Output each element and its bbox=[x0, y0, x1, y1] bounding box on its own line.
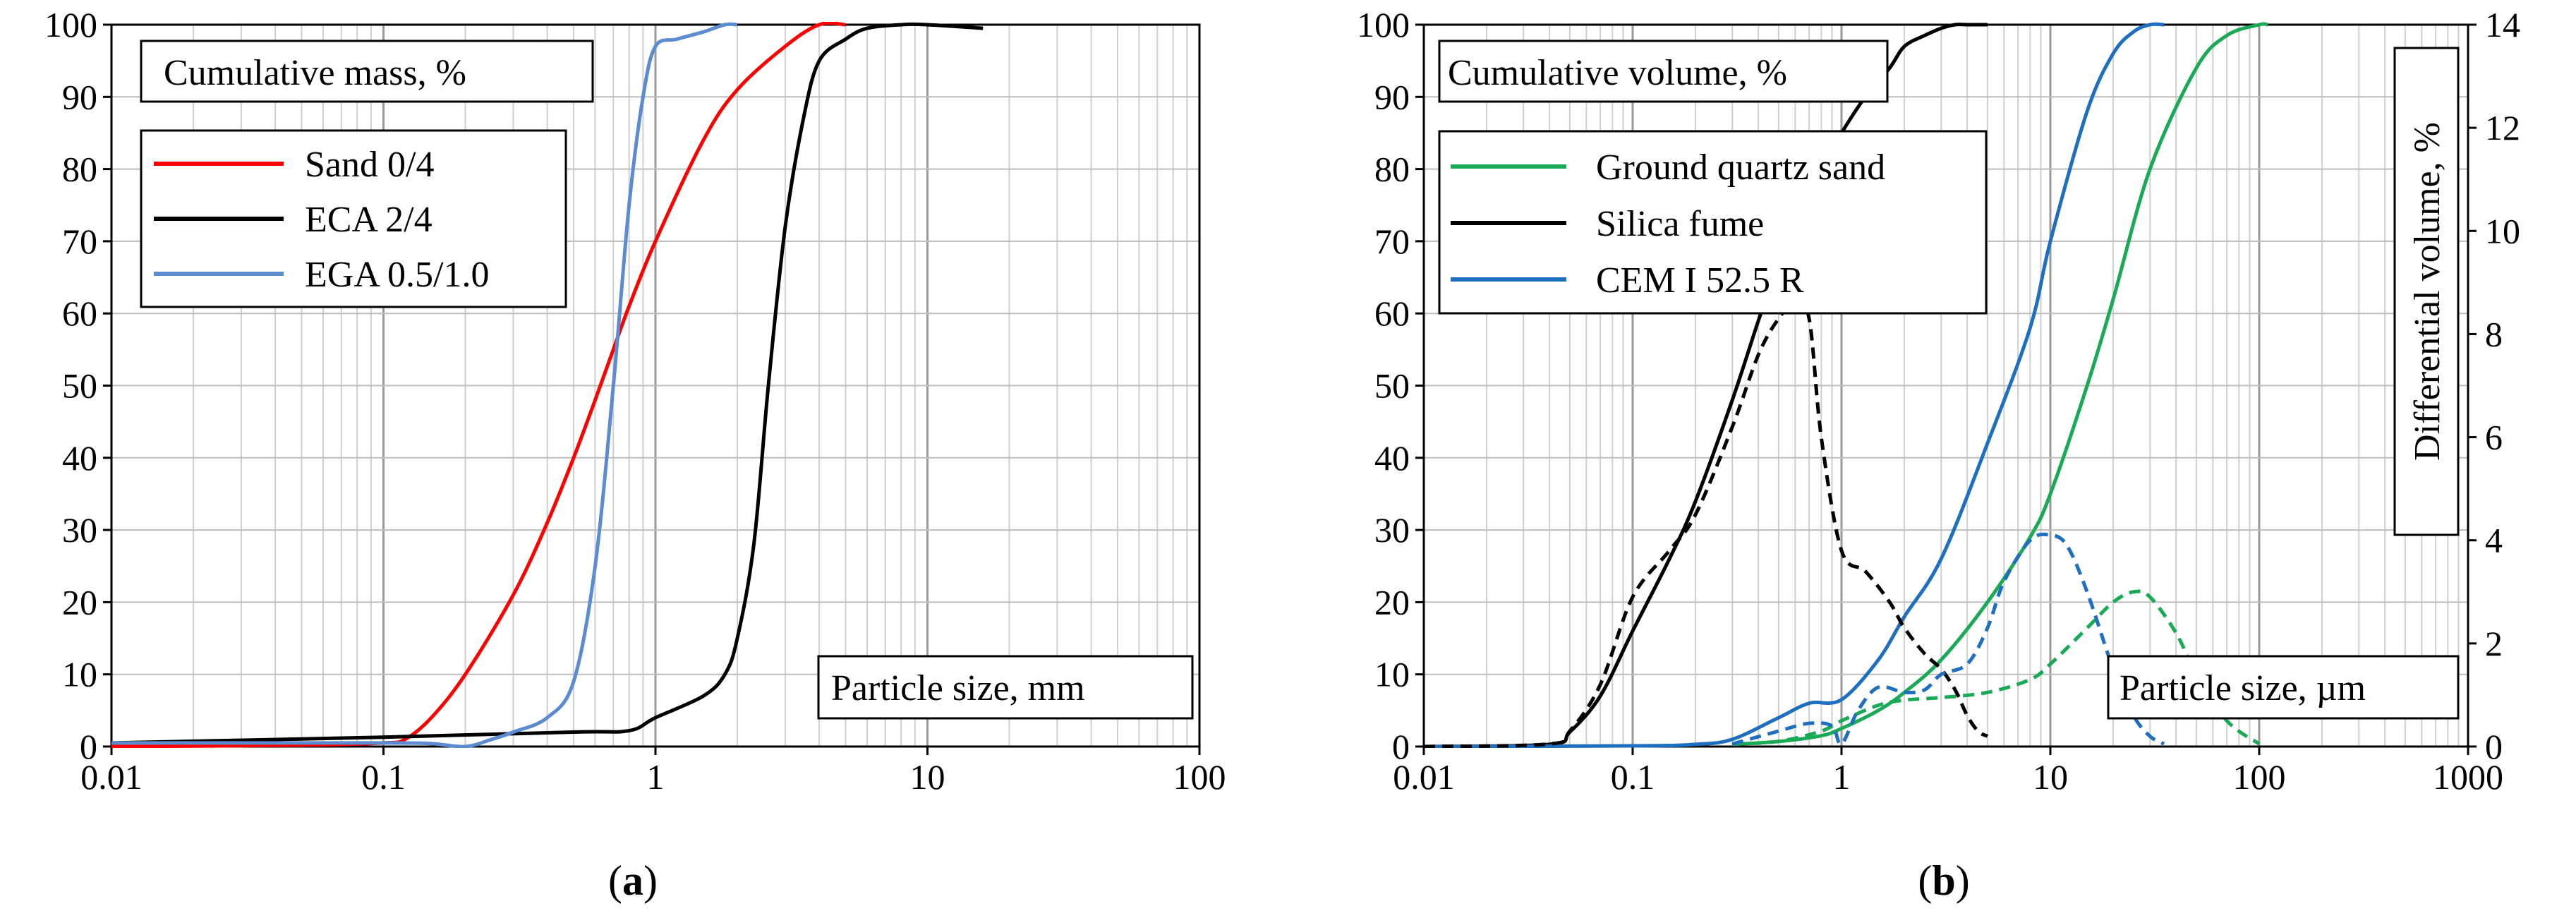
a-y-tick-label: 50 bbox=[62, 366, 97, 406]
a-series-line-2 bbox=[111, 22, 738, 748]
b-legend: Ground quartz sand Silica fume CEM I 52.… bbox=[1438, 130, 1988, 315]
a-legend: Sand 0/4 ECA 2/4 EGA 0.5/1.0 bbox=[140, 129, 567, 308]
b-series-line-3 bbox=[1732, 589, 2261, 746]
a-y-title-box: Cumulative mass, % bbox=[140, 40, 594, 103]
b-y2-tick-label: 8 bbox=[2485, 314, 2503, 354]
b-series-line-2 bbox=[1424, 22, 2165, 748]
a-series-lines bbox=[111, 22, 984, 748]
a-x-tick-label: 0.1 bbox=[361, 757, 406, 797]
b-legend-label-0: Ground quartz sand bbox=[1596, 147, 1885, 188]
b-x-tick-label: 10 bbox=[2033, 757, 2068, 797]
panel-b: 0.01 0.1 1 10 100 100001020304050607080901000… bbox=[1357, 5, 2520, 904]
a-x-tick-label: 1 bbox=[647, 757, 665, 797]
b-y2-tick-label: 12 bbox=[2485, 108, 2520, 147]
b-y-tick-label: 60 bbox=[1374, 294, 1410, 333]
b-caption: (b) bbox=[1918, 857, 1969, 904]
b-y2-tick-label: 10 bbox=[2485, 211, 2520, 250]
a-y-tick-label: 90 bbox=[62, 77, 97, 116]
b-y-tick-label: 100 bbox=[1357, 5, 1410, 44]
b-x-tick-label: 0.01 bbox=[1393, 757, 1455, 797]
b-legend-label-2: CEM I 52.5 R bbox=[1596, 260, 1804, 301]
a-y-title: Cumulative mass, % bbox=[164, 53, 466, 93]
b-series-line-5 bbox=[1731, 532, 2165, 746]
b-y-tick-label: 90 bbox=[1374, 77, 1410, 116]
b-y-tick-label: 50 bbox=[1374, 366, 1410, 406]
a-y-tick-label: 70 bbox=[62, 222, 97, 261]
b-y-tick-label: 30 bbox=[1374, 510, 1410, 550]
b-y-tick-label: 80 bbox=[1374, 150, 1410, 189]
a-caption: (a) bbox=[608, 857, 658, 904]
a-y-tick-label: 0 bbox=[80, 727, 97, 766]
b-x-tick-label: 1000 bbox=[2433, 757, 2503, 797]
a-y-tick-label: 60 bbox=[62, 294, 97, 333]
b-x-title: Particle size, µm bbox=[2120, 668, 2366, 708]
a-x-title-box: Particle size, mm bbox=[817, 655, 1194, 720]
b-tick-labels: 0.01 0.1 1 10 100 100001020304050607080901000… bbox=[1357, 5, 2520, 797]
b-y-tick-label: 10 bbox=[1374, 655, 1410, 694]
a-tick-labels: 0.01 0.1 1 10 100 0 10 20 30 40 50 60 70 80 90 100 bbox=[44, 5, 1226, 797]
b-y-title: Cumulative volume, % bbox=[1448, 53, 1787, 93]
b-y2-tick-label: 0 bbox=[2485, 727, 2503, 766]
b-series-line-4 bbox=[1424, 300, 1989, 748]
a-y-tick-label: 80 bbox=[62, 150, 97, 189]
b-x-tick-label: 100 bbox=[2233, 757, 2286, 797]
b-series-line-0 bbox=[1732, 22, 2268, 747]
a-legend-label-1: ECA 2/4 bbox=[305, 200, 433, 240]
a-y-tick-label: 40 bbox=[62, 438, 97, 478]
b-y2-tick-label: 14 bbox=[2485, 5, 2520, 44]
a-x-tick-label: 100 bbox=[1173, 757, 1226, 797]
b-y2-tick-label: 4 bbox=[2485, 521, 2503, 560]
b-y2-title-box: Differential volume, % bbox=[2393, 47, 2460, 536]
panel-a: 0.01 0.1 1 10 100 0 10 20 30 40 50 60 70 80 90 100 Cumu… bbox=[44, 5, 1226, 904]
a-x-tick-label: 10 bbox=[910, 757, 945, 797]
b-x-tick-label: 1 bbox=[1833, 757, 1851, 797]
a-y-tick-label: 10 bbox=[62, 655, 97, 694]
a-x-title: Particle size, mm bbox=[831, 668, 1085, 708]
b-x-tick-label: 0.1 bbox=[1611, 757, 1655, 797]
a-legend-label-0: Sand 0/4 bbox=[305, 145, 434, 185]
b-y2-tick-label: 6 bbox=[2485, 418, 2503, 457]
a-series-line-1 bbox=[111, 22, 984, 745]
b-y2-tick-label: 2 bbox=[2485, 624, 2503, 663]
b-y-tick-label: 20 bbox=[1374, 582, 1410, 622]
a-y-tick-label: 100 bbox=[44, 5, 97, 44]
a-legend-label-2: EGA 0.5/1.0 bbox=[305, 255, 489, 295]
a-y-tick-label: 30 bbox=[62, 510, 97, 550]
b-y-tick-label: 0 bbox=[1392, 727, 1410, 766]
b-y2-title: Differential volume, % bbox=[2407, 122, 2448, 461]
b-y-tick-label: 40 bbox=[1374, 438, 1410, 478]
b-x-title-box: Particle size, µm bbox=[2107, 655, 2460, 720]
b-legend-label-1: Silica fume bbox=[1596, 204, 1764, 244]
a-x-tick-label: 0.01 bbox=[80, 757, 143, 797]
b-y-tick-label: 70 bbox=[1374, 222, 1410, 261]
b-y-title-box: Cumulative volume, % bbox=[1438, 40, 1889, 103]
a-y-tick-label: 20 bbox=[62, 582, 97, 622]
